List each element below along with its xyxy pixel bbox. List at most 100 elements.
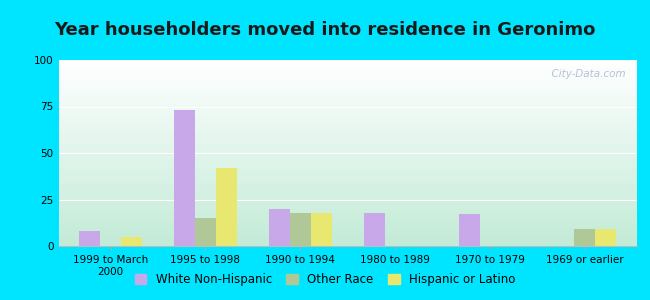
Bar (216, 168, 237, 246)
Bar (58, 215, 637, 216)
Bar (58, 233, 637, 234)
Bar (58, 160, 637, 161)
Bar (58, 152, 637, 153)
Bar (58, 95, 637, 96)
Bar (58, 122, 637, 123)
Bar (58, 193, 637, 194)
Bar (58, 211, 637, 212)
Bar (58, 214, 637, 215)
Bar (58, 177, 637, 178)
Bar (58, 142, 637, 143)
Bar (58, 85, 637, 86)
Bar (58, 156, 637, 157)
Bar (58, 108, 637, 109)
Bar (58, 234, 637, 235)
Bar (58, 88, 637, 89)
Bar (58, 155, 637, 156)
Bar (58, 106, 637, 107)
Bar (58, 97, 637, 98)
Bar (58, 166, 637, 167)
Bar (58, 161, 637, 162)
Bar (58, 227, 637, 228)
Bar (58, 80, 637, 81)
Bar (58, 242, 637, 243)
Bar (58, 135, 637, 136)
Bar (58, 195, 637, 196)
Bar (58, 138, 637, 139)
Bar (58, 212, 637, 214)
Bar (58, 78, 637, 79)
Bar (58, 91, 637, 92)
Bar (58, 175, 637, 176)
Bar (58, 217, 637, 218)
Bar (58, 203, 637, 204)
Bar (58, 216, 637, 217)
Bar (58, 159, 637, 160)
Bar (58, 189, 637, 190)
Bar (58, 79, 637, 80)
Bar (58, 174, 637, 175)
Bar (58, 60, 637, 61)
Bar (58, 164, 637, 165)
Bar (58, 146, 637, 147)
Bar (58, 168, 637, 169)
Bar (58, 107, 637, 108)
Bar (58, 201, 637, 202)
Bar (58, 245, 637, 246)
Bar (58, 141, 637, 142)
Bar (58, 69, 637, 70)
Bar (58, 163, 637, 164)
Bar (58, 243, 637, 244)
Bar (58, 206, 637, 207)
Bar (58, 109, 637, 110)
Bar (58, 210, 637, 211)
Bar (58, 87, 637, 88)
Bar (58, 117, 637, 118)
Bar (58, 144, 637, 145)
Bar (121, 237, 142, 246)
Bar (58, 198, 637, 199)
Bar (58, 111, 637, 112)
Bar (58, 124, 637, 125)
Bar (58, 130, 637, 131)
Bar (58, 184, 637, 185)
Bar (174, 110, 195, 246)
Bar (58, 229, 637, 230)
Bar (58, 67, 637, 68)
Bar (58, 191, 637, 192)
Bar (58, 137, 637, 138)
Bar (58, 236, 637, 237)
Bar (58, 170, 637, 171)
Bar (58, 190, 637, 191)
Bar (58, 194, 637, 195)
Bar (58, 169, 637, 170)
Bar (58, 182, 637, 183)
Bar (58, 125, 637, 126)
Bar (58, 208, 637, 209)
Bar (58, 187, 637, 188)
Bar (58, 192, 637, 193)
Bar (58, 134, 637, 135)
Bar (58, 115, 637, 116)
Bar (58, 116, 637, 117)
Bar (58, 228, 637, 229)
Bar (58, 172, 637, 173)
Bar (58, 83, 637, 84)
Bar (58, 202, 637, 203)
Bar (58, 140, 637, 141)
Bar (58, 188, 637, 189)
Bar (58, 181, 637, 182)
Bar (58, 100, 637, 101)
Bar (58, 103, 637, 104)
Bar (58, 239, 637, 240)
Bar (58, 62, 637, 63)
Bar (58, 99, 637, 100)
Bar (58, 171, 637, 172)
Bar (58, 139, 637, 140)
Bar (58, 105, 637, 106)
Bar (58, 123, 637, 124)
Bar (58, 223, 637, 224)
Bar (58, 131, 637, 132)
Bar (195, 218, 216, 246)
Bar (364, 212, 385, 246)
